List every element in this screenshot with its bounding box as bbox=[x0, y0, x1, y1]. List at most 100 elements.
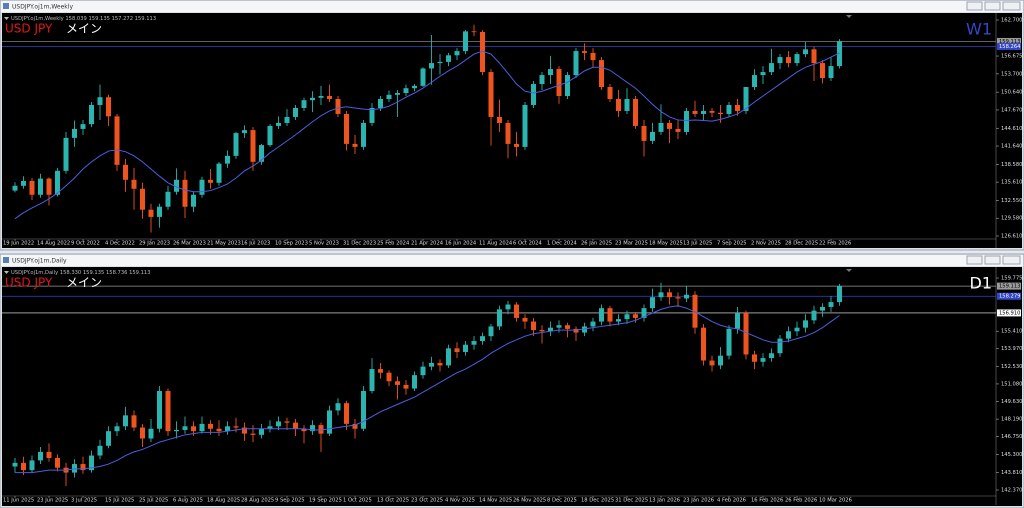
candle-body bbox=[582, 51, 587, 53]
menu-arrow bbox=[4, 271, 9, 274]
candle-body bbox=[573, 328, 579, 333]
candle-body bbox=[556, 69, 562, 97]
minimize-button[interactable] bbox=[966, 1, 983, 11]
y-tick-label: 153.970 bbox=[1001, 346, 1022, 352]
candle-body bbox=[565, 75, 570, 97]
candle-body bbox=[531, 321, 536, 331]
price-label-box bbox=[997, 292, 1021, 300]
candle-body bbox=[386, 372, 392, 382]
candle-body bbox=[633, 314, 638, 318]
x-tick-label: 14 Nov 2025 bbox=[479, 498, 512, 504]
candle-body bbox=[267, 125, 273, 146]
candle-body bbox=[97, 445, 103, 456]
title-bar[interactable] bbox=[1, 255, 1023, 266]
x-tick-label: 16 Feb 2026 bbox=[751, 498, 783, 504]
timeframe: D1 bbox=[970, 274, 993, 293]
window-buttons[interactable] bbox=[966, 255, 1021, 265]
candle-body bbox=[106, 97, 111, 117]
chart-info: USDJPY.oj1m,Weekly 158.039 159.135 157.2… bbox=[11, 16, 156, 22]
candle-body bbox=[216, 428, 222, 432]
y-tick-label: 148.190 bbox=[1001, 417, 1022, 423]
candle-body bbox=[208, 423, 213, 429]
candle-body bbox=[837, 41, 842, 67]
candle-body bbox=[378, 369, 383, 373]
window-icon bbox=[3, 257, 9, 263]
candle-body bbox=[327, 96, 332, 99]
chart-info: USDJPY.oj1m,Daily 158.330 159.135 158.73… bbox=[11, 270, 151, 276]
candle-body bbox=[684, 294, 689, 299]
candle-body bbox=[233, 426, 239, 428]
candle-body bbox=[471, 31, 477, 33]
candle-body bbox=[29, 180, 35, 195]
candle-body bbox=[250, 130, 256, 162]
candle-body bbox=[12, 185, 18, 191]
maximize-button[interactable] bbox=[984, 1, 1001, 11]
window-buttons[interactable] bbox=[966, 1, 1021, 11]
candle-body bbox=[38, 178, 43, 195]
candle-body bbox=[97, 97, 103, 105]
candle-body bbox=[242, 427, 247, 434]
close-button[interactable] bbox=[1002, 1, 1021, 11]
candle-body bbox=[803, 320, 808, 328]
y-tick-label: 150.640 bbox=[1001, 90, 1022, 96]
moving-average bbox=[15, 305, 840, 474]
candle-body bbox=[794, 327, 800, 332]
candle-body bbox=[361, 390, 366, 429]
candle-body bbox=[267, 426, 273, 429]
title-bar[interactable] bbox=[1, 1, 1023, 12]
candle-body bbox=[667, 122, 672, 129]
candle-body bbox=[641, 125, 647, 141]
candle-body bbox=[480, 336, 485, 342]
x-tick-label: 23 Oct 2025 bbox=[411, 498, 443, 504]
candle-body bbox=[165, 390, 171, 432]
x-tick-label: 16 Jun 2024 bbox=[445, 241, 477, 247]
y-tick-label: 151.080 bbox=[1001, 381, 1022, 387]
x-tick-label: 22 Feb 2026 bbox=[819, 241, 851, 247]
candle-body bbox=[386, 94, 392, 99]
timeframe: W1 bbox=[966, 20, 992, 39]
price-label-box bbox=[997, 282, 1021, 290]
candle-body bbox=[803, 49, 808, 55]
candle-body bbox=[548, 327, 553, 332]
y-tick-label: 155.410 bbox=[1001, 329, 1022, 335]
x-tick-label: 5 Nov 2023 bbox=[309, 241, 339, 247]
x-tick-label: 23 Mar 2025 bbox=[615, 241, 648, 247]
candle-body bbox=[199, 179, 205, 195]
candle-body bbox=[837, 286, 842, 303]
candle-body bbox=[140, 188, 145, 210]
y-tick-label: 144.610 bbox=[1001, 126, 1022, 132]
candle-body bbox=[429, 362, 434, 367]
candle-body bbox=[327, 410, 332, 434]
x-tick-label: 6 Aug 2025 bbox=[173, 498, 203, 504]
x-tick-label: 21 Apr 2024 bbox=[411, 241, 444, 247]
candle-body bbox=[301, 100, 307, 108]
candle-body bbox=[650, 297, 655, 309]
price-label-box bbox=[997, 37, 1021, 45]
candle-body bbox=[225, 426, 230, 432]
candle-body bbox=[522, 317, 528, 322]
candle-body bbox=[378, 98, 383, 108]
candle-body bbox=[616, 98, 621, 111]
price-label-box bbox=[997, 43, 1021, 51]
candle-body bbox=[786, 331, 791, 339]
candle-body bbox=[344, 403, 349, 424]
candle-body bbox=[55, 170, 60, 195]
candle-body bbox=[582, 326, 587, 333]
x-tick-label: 7 Sep 2025 bbox=[717, 241, 747, 247]
candle-body bbox=[276, 122, 281, 126]
candle-body bbox=[293, 422, 298, 429]
price-label: 158.264 bbox=[999, 44, 1021, 50]
candle-body bbox=[437, 61, 443, 64]
candle-body bbox=[335, 403, 341, 411]
candle-body bbox=[352, 423, 358, 429]
candle-body bbox=[811, 49, 817, 64]
candle-body bbox=[454, 348, 460, 353]
candle-body bbox=[718, 112, 723, 114]
x-tick-label: 26 Mar 2023 bbox=[173, 241, 206, 247]
minimize-button[interactable] bbox=[966, 255, 983, 265]
close-button[interactable] bbox=[1002, 255, 1021, 265]
candle-body bbox=[709, 360, 715, 366]
maximize-button[interactable] bbox=[984, 255, 1001, 265]
x-tick-label: 13 Jan 2026 bbox=[649, 498, 680, 504]
x-tick-label: 28 Dec 2025 bbox=[785, 241, 818, 247]
